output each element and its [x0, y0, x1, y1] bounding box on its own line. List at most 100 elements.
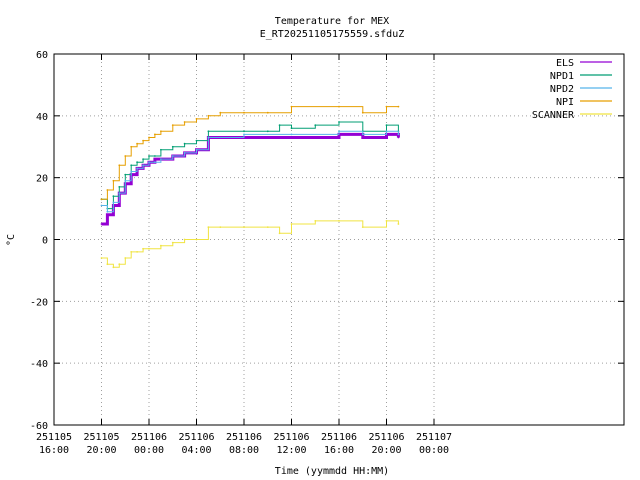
data-point-npd2 — [361, 133, 364, 136]
x-tick-time: 00:00 — [134, 445, 164, 456]
data-point-npd1 — [183, 142, 186, 145]
data-point-npd1 — [130, 164, 133, 167]
data-point-scanner — [314, 220, 317, 222]
x-tick-time: 04:00 — [181, 445, 211, 456]
data-point-scanner — [278, 232, 281, 235]
data-point-npd1 — [243, 130, 245, 133]
data-point-npd1 — [112, 195, 115, 198]
data-point-scanner — [171, 241, 174, 244]
data-point-scanner — [207, 226, 210, 229]
data-point-els — [397, 136, 400, 139]
data-point-npi — [160, 130, 162, 133]
data-point-npd1 — [160, 148, 162, 151]
data-point-scanner — [130, 251, 133, 253]
x-tick-date: 251106 — [273, 432, 309, 443]
data-point-npd1 — [148, 155, 150, 157]
data-point-npi — [148, 136, 150, 139]
data-point-npd2 — [207, 136, 210, 139]
data-point-npd2 — [290, 133, 293, 136]
data-point-scanner — [136, 251, 139, 253]
y-tick-label: 60 — [36, 50, 48, 61]
data-point-npd1 — [207, 130, 210, 133]
data-point-scanner — [338, 220, 340, 222]
data-point-npi — [266, 111, 269, 114]
data-point-npd1 — [195, 139, 198, 142]
x-tick-time: 16:00 — [324, 445, 354, 456]
legend-label-scanner: SCANNER — [532, 110, 575, 121]
x-tick-date: 251106 — [178, 432, 214, 443]
x-tick-date: 251106 — [368, 432, 404, 443]
x-tick-date: 251107 — [416, 432, 452, 443]
data-point-npd1 — [314, 124, 317, 126]
axes: -60 -40 -20 0 20 40 60 251105 16:00 251105 20:00 25… — [30, 50, 624, 456]
data-point-npd1 — [154, 155, 156, 157]
data-point-els — [290, 136, 293, 139]
y-tick-label: 20 — [36, 174, 48, 185]
data-point-npd2 — [130, 170, 133, 173]
y-tick-label: -20 — [30, 297, 48, 308]
y-tick-label: 40 — [36, 112, 48, 123]
data-point-scanner — [290, 223, 293, 225]
data-point-npd1 — [136, 161, 139, 164]
data-point-npd1 — [278, 124, 281, 126]
x-tick-date: 251106 — [226, 432, 262, 443]
data-point-npi — [112, 179, 115, 182]
data-point-scanner — [385, 220, 388, 222]
data-point-scanner — [160, 244, 162, 247]
data-point-npd1 — [290, 127, 293, 130]
data-point-npi — [142, 139, 145, 142]
data-point-npd2 — [106, 210, 109, 213]
data-point-scanner — [219, 226, 222, 229]
data-point-npi — [171, 124, 174, 126]
x-tick-time: 12:00 — [276, 445, 306, 456]
data-point-npi — [124, 155, 127, 157]
data-point-npi — [338, 105, 340, 108]
legend-label-els: ELS — [556, 58, 574, 69]
data-point-npd2 — [338, 130, 340, 133]
data-point-npd2 — [195, 148, 198, 151]
data-point-els — [154, 158, 156, 161]
legend-label-npd2: NPD2 — [550, 84, 574, 95]
data-point-npi — [397, 105, 400, 108]
data-point-scanner — [266, 226, 269, 229]
data-point-npd2 — [100, 204, 103, 207]
data-point-npd2 — [124, 179, 127, 182]
data-point-scanner — [148, 247, 150, 250]
data-point-npd1 — [171, 145, 174, 148]
data-point-npi — [100, 198, 103, 201]
data-point-npd1 — [266, 130, 269, 133]
data-point-npi — [183, 121, 186, 123]
x-tick-date: 251105 — [36, 432, 72, 443]
data-point-npd2 — [112, 201, 115, 204]
grid — [54, 54, 624, 425]
data-point-npd2 — [136, 167, 139, 170]
x-tick-date: 251106 — [321, 432, 357, 443]
x-tick-time: 20:00 — [371, 445, 401, 456]
data-point-npi — [130, 145, 133, 148]
data-point-npd2 — [148, 161, 150, 164]
data-point-npi — [243, 111, 245, 114]
data-point-npd1 — [118, 186, 121, 188]
data-point-scanner — [397, 223, 400, 225]
data-point-els — [106, 213, 109, 216]
x-tick-date: 251106 — [131, 432, 167, 443]
data-point-npi — [207, 114, 210, 117]
data-point-npi — [385, 105, 388, 108]
data-point-npi — [154, 133, 156, 136]
data-point-npd2 — [171, 155, 174, 157]
x-tick-date: 251105 — [83, 432, 119, 443]
y-tick-label: -60 — [30, 421, 48, 432]
data-point-scanner — [112, 266, 115, 269]
data-point-npd2 — [160, 158, 162, 161]
data-point-npi — [361, 111, 364, 114]
data-point-scanner — [361, 226, 364, 229]
data-point-npd1 — [124, 173, 127, 176]
data-point-npi — [136, 142, 139, 145]
data-point-npd2 — [243, 133, 245, 136]
data-point-npi — [106, 189, 109, 191]
x-tick-time: 16:00 — [39, 445, 69, 456]
data-point-scanner — [183, 238, 186, 241]
data-point-npd2 — [118, 192, 121, 195]
